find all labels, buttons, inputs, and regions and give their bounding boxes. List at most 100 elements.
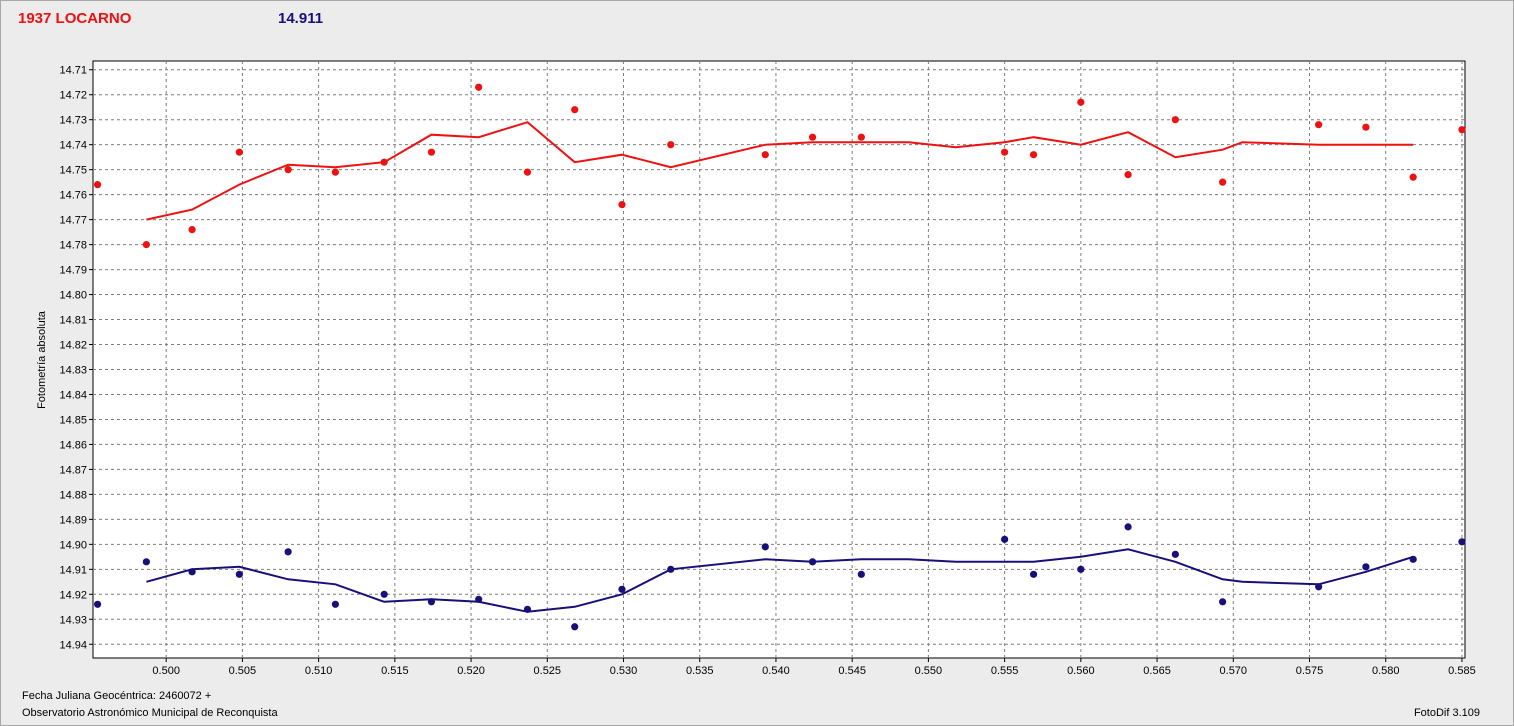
x-tick-label: 0.560 — [1067, 665, 1095, 677]
x-tick-label: 0.500 — [152, 665, 180, 677]
series-1-point — [235, 148, 243, 156]
series-2-point — [93, 600, 102, 608]
julian-date-label: Fecha Juliana Geocéntrica: 2460072 + — [22, 690, 212, 702]
plot-area — [92, 60, 1466, 659]
y-tick-label: 14.74 — [59, 140, 87, 152]
x-axis-ticks: 0.500 0.505 0.510 0.515 0.520 0.525 0.530 0.535… — [152, 658, 1476, 677]
series-2-point — [857, 570, 865, 578]
series-1-point — [1124, 171, 1132, 179]
y-tick-label: 14.71 — [59, 65, 87, 77]
series-1-point — [857, 133, 865, 141]
series-1-point — [667, 141, 675, 149]
x-tick-label: 0.550 — [915, 665, 943, 677]
y-axis-ticks: 14.71 14.72 14.73 14.74 14.75 14.76 14.77 14.78… — [59, 65, 93, 651]
y-tick-label: 14.94 — [59, 639, 87, 651]
y-tick-label: 14.73 — [59, 115, 87, 127]
y-tick-label: 14.81 — [59, 315, 87, 327]
series-2-point — [142, 558, 150, 566]
series-1-point — [1362, 123, 1370, 131]
series-1-point — [1029, 151, 1038, 159]
series-layer — [93, 83, 1466, 631]
series-1-point — [618, 201, 626, 209]
series-2-point — [761, 543, 769, 551]
series-1-point — [808, 133, 817, 141]
x-tick-label: 0.515 — [381, 665, 409, 677]
series-1-point — [1077, 98, 1085, 106]
version-label: FotoDif 3.109 — [1413, 707, 1480, 719]
series-2-point — [667, 565, 675, 573]
y-tick-label: 14.90 — [59, 539, 87, 551]
series-1-point — [475, 83, 483, 91]
series-2-point — [618, 585, 626, 593]
series-1-point — [284, 166, 292, 174]
x-tick-label: 0.570 — [1220, 665, 1248, 677]
y-tick-label: 14.77 — [59, 215, 87, 227]
series-1-point — [427, 148, 436, 156]
series-2-point — [1001, 535, 1009, 543]
y-tick-label: 14.80 — [59, 290, 87, 302]
x-tick-label: 0.510 — [305, 665, 333, 677]
series-1-point — [523, 168, 532, 176]
series-2-point — [571, 623, 579, 631]
y-tick-label: 14.87 — [59, 464, 87, 476]
y-tick-label: 14.83 — [59, 364, 87, 376]
x-tick-label: 0.545 — [838, 665, 866, 677]
series-2-point — [188, 568, 196, 576]
series-1-point — [1409, 173, 1417, 181]
x-tick-label: 0.585 — [1448, 665, 1476, 677]
series-1-point — [571, 106, 579, 114]
observer-label: Observatorio Astronómico Municipal de Re… — [22, 707, 278, 719]
series-2-point — [284, 548, 292, 556]
series-2-point — [523, 605, 532, 613]
y-tick-label: 14.85 — [59, 414, 87, 426]
series-2-point — [235, 570, 243, 578]
series-1-point — [1001, 148, 1009, 156]
series-2-point — [1362, 563, 1370, 571]
y-tick-label: 14.82 — [59, 340, 87, 352]
series-1-point — [142, 240, 150, 249]
x-tick-label: 0.565 — [1143, 665, 1171, 677]
series-1-point — [331, 168, 339, 176]
series-2-point — [1171, 550, 1179, 558]
series-2-point — [1077, 565, 1085, 573]
x-tick-label: 0.520 — [457, 665, 485, 677]
series-2-point — [331, 600, 339, 608]
x-tick-label: 0.535 — [686, 665, 714, 677]
series-2-point — [475, 595, 483, 603]
y-tick-label: 14.84 — [59, 389, 87, 401]
series-1-point — [1171, 116, 1179, 124]
y-tick-label: 14.91 — [59, 564, 87, 576]
y-tick-label: 14.72 — [59, 90, 87, 102]
x-tick-label: 0.525 — [534, 665, 562, 677]
x-tick-label: 0.530 — [610, 665, 638, 677]
series-2-point — [808, 558, 817, 566]
series-1-point — [93, 181, 102, 189]
y-tick-label: 14.88 — [59, 489, 87, 501]
series-2-point — [1124, 523, 1132, 531]
series-1-point — [1458, 126, 1466, 134]
series-2-point — [1219, 598, 1227, 606]
y-axis-label: Fotometría absoluta — [36, 310, 48, 409]
y-tick-label: 14.86 — [59, 439, 87, 451]
y-tick-label: 14.78 — [59, 240, 87, 252]
series-1-line — [146, 121, 1414, 221]
series-2-point — [427, 598, 436, 606]
chart-title: 1937 LOCARNO — [18, 10, 132, 27]
y-tick-label: 14.93 — [59, 614, 87, 626]
series-2-point — [380, 590, 388, 598]
series-1-point — [761, 151, 769, 159]
series-1-point — [1315, 121, 1323, 129]
magnitude-value: 14.911 — [278, 10, 324, 27]
y-tick-label: 14.89 — [59, 514, 87, 526]
y-tick-label: 14.79 — [59, 265, 87, 277]
x-tick-label: 0.575 — [1296, 665, 1324, 677]
x-tick-label: 0.505 — [229, 665, 257, 677]
series-2-point — [1029, 570, 1038, 578]
y-tick-label: 14.75 — [59, 165, 87, 177]
y-tick-label: 14.92 — [59, 589, 87, 601]
series-1-point — [188, 226, 196, 234]
series-2-point — [1315, 583, 1323, 591]
series-1-point — [1219, 178, 1227, 186]
x-tick-label: 0.580 — [1372, 665, 1400, 677]
